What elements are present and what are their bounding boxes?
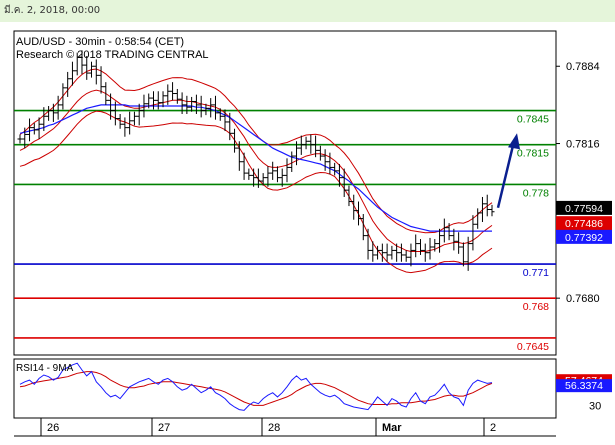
red-ma-line: [19, 89, 493, 252]
x-tick-label: 28: [268, 422, 280, 434]
x-tick-label: 27: [158, 422, 170, 434]
x-axis: 26 27 28 Mar 2: [14, 418, 556, 437]
level-label: 0.768: [523, 301, 549, 313]
price-chart: 0.7884 0.7816 0.7680 0.7845 0.7815 0.778 0.771…: [13, 30, 612, 437]
rsi-line: [19, 362, 493, 411]
price-frame: [13, 30, 557, 356]
rsi-label: RSI14 - 9MA: [16, 363, 74, 374]
price-badge-label: 0.77392: [565, 232, 603, 244]
price-tick-label: 0.7680: [566, 293, 600, 305]
price-badge-label: 0.77486: [565, 218, 603, 230]
rsi-ma-line: [19, 371, 493, 406]
date-header: มี.ค. 2, 2018, 00:00: [0, 0, 615, 22]
date-label: มี.ค. 2, 2018, 00:00: [4, 5, 101, 16]
price-tick-label: 0.7816: [566, 139, 600, 151]
forecast-arrow-head: [508, 133, 520, 150]
level-label: 0.7645: [517, 341, 549, 353]
x-tick-label: 2: [490, 422, 496, 434]
level-label: 0.7815: [517, 148, 549, 160]
x-tick-label: Mar: [382, 422, 402, 434]
lower-band: [19, 110, 493, 274]
level-label: 0.7845: [517, 114, 549, 126]
price-badge: [556, 229, 612, 244]
price-badge: [556, 216, 612, 231]
price-panel: 0.7884 0.7816 0.7680 0.7845 0.7815 0.778 0.771…: [13, 30, 612, 356]
forecast-arrow: [496, 140, 516, 209]
chart-title: AUD/USD - 30min - 0:58:54 (CET): [16, 36, 184, 48]
x-tick-label: 26: [47, 422, 59, 434]
upper-band: [19, 68, 493, 234]
level-label: 0.771: [523, 267, 549, 279]
price-badge: [556, 200, 612, 215]
rsi-tick-label: 30: [589, 400, 601, 412]
rsi-panel: 3057.467456.3374: [13, 358, 612, 419]
blue-ma-line: [19, 104, 492, 232]
price-badge-label: 0.77594: [565, 203, 603, 215]
rsi-badge: [556, 379, 612, 393]
price-tick-label: 0.7884: [566, 61, 600, 73]
chart-subtitle: Research © 2018 TRADING CENTRAL: [16, 49, 209, 61]
level-label: 0.778: [523, 187, 549, 199]
rsi-badge-label: 56.3374: [565, 380, 603, 392]
